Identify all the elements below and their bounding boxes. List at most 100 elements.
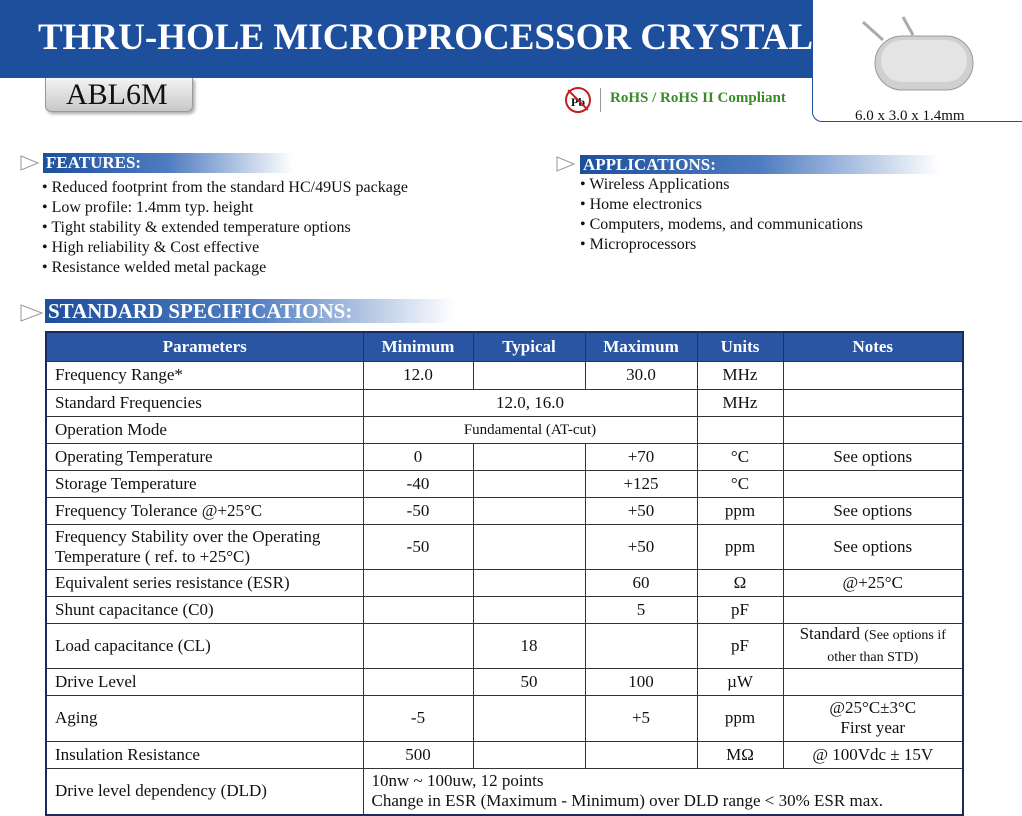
table-cell: +125 bbox=[584, 469, 698, 498]
table-cell: -40 bbox=[362, 469, 474, 498]
table-cell: 5 bbox=[584, 595, 698, 624]
table-cell bbox=[472, 595, 586, 624]
list-item: • Home electronics bbox=[580, 196, 702, 213]
table-cell bbox=[472, 360, 586, 390]
table-cell: See options bbox=[782, 523, 964, 570]
table-row: Frequency Range* 12.0 30.0 MHz bbox=[45, 360, 964, 390]
table-cell bbox=[782, 595, 964, 624]
cell-line: 10nw ~ 100uw, 12 points bbox=[371, 771, 544, 791]
table-cell bbox=[362, 667, 474, 696]
table-cell: Frequency Stability over the Operating Te… bbox=[45, 523, 364, 570]
table-row: Operation Mode Fundamental (AT-cut) bbox=[45, 415, 964, 444]
table-cell: Shunt capacitance (C0) bbox=[45, 595, 364, 624]
crystal-image bbox=[861, 16, 974, 91]
table-cell bbox=[472, 496, 586, 525]
list-item: • Computers, modems, and communications bbox=[580, 216, 863, 233]
list-item: • Low profile: 1.4mm typ. height bbox=[42, 199, 254, 216]
table-cell: 30.0 bbox=[584, 360, 698, 390]
column-header: Parameters bbox=[45, 331, 364, 362]
cell-line: Standard bbox=[799, 623, 861, 643]
table-cell: 500 bbox=[362, 740, 474, 769]
table-cell: 0 bbox=[362, 442, 474, 471]
table-row: Storage Temperature -40 +125 °C bbox=[45, 469, 964, 498]
table-cell bbox=[472, 568, 586, 597]
table-cell: -5 bbox=[362, 694, 474, 742]
applications-title: APPLICATIONS: bbox=[580, 155, 940, 174]
table-cell: +50 bbox=[584, 496, 698, 525]
cell-line: Change in ESR (Maximum - Minimum) over D… bbox=[371, 791, 884, 811]
table-cell: -50 bbox=[362, 523, 474, 570]
table-cell: 12.0 bbox=[362, 360, 474, 390]
table-cell: See options bbox=[782, 496, 964, 525]
column-header: Maximum bbox=[584, 331, 698, 362]
list-item: • Wireless Applications bbox=[580, 176, 730, 193]
table-cell: 10nw ~ 100uw, 12 points Change in ESR (Ma… bbox=[362, 767, 964, 816]
table-cell: 60 bbox=[584, 568, 698, 597]
table-cell bbox=[362, 595, 474, 624]
cell-line: @25°C±3°C bbox=[829, 698, 917, 717]
table-cell: 100 bbox=[584, 667, 698, 696]
table-cell: +70 bbox=[584, 442, 698, 471]
list-item: • High reliability & Cost effective bbox=[42, 239, 260, 256]
table-cell: Fundamental (AT-cut) bbox=[362, 415, 698, 444]
table-row: Equivalent series resistance (ESR) 60 Ω @+2… bbox=[45, 568, 964, 597]
list-item: • Tight stability & extended temperature… bbox=[42, 219, 351, 236]
applications-list: • Wireless Applications • Home electronic… bbox=[580, 175, 863, 255]
table-cell: @ 100Vdc ± 15V bbox=[782, 740, 964, 769]
table-cell: Frequency Range* bbox=[45, 360, 364, 390]
table-cell: @+25°C bbox=[782, 568, 964, 597]
table-row: Insulation Resistance 500 MΩ @ 100Vdc ± 15V bbox=[45, 740, 964, 769]
image-box bbox=[812, 0, 1022, 122]
table-cell bbox=[472, 442, 586, 471]
table-cell: MHz bbox=[696, 360, 784, 390]
table-cell: ppm bbox=[696, 523, 784, 570]
table-cell bbox=[472, 694, 586, 742]
header-row: Parameters Minimum Typical Maximum Units Note… bbox=[45, 331, 964, 362]
cell-line: (See options if other than STD) bbox=[827, 627, 946, 665]
table-cell: ppm bbox=[696, 496, 784, 525]
table-cell: @25°C±3°C First year bbox=[782, 694, 964, 742]
table-cell: Drive Level bbox=[45, 667, 364, 696]
list-item: • Reduced footprint from the standard HC… bbox=[42, 179, 408, 196]
table-cell: +50 bbox=[584, 523, 698, 570]
table-row: Load capacitance (CL) 18 pF Standard (See o… bbox=[45, 622, 964, 669]
table-row: Drive Level 50 100 µW bbox=[45, 667, 964, 696]
table-row: Frequency Tolerance @+25°C -50 +50 ppm See o… bbox=[45, 496, 964, 525]
table-cell bbox=[782, 388, 964, 417]
table-cell: Standard (See options if other than STD) bbox=[782, 622, 964, 669]
pb-free-icon: Pb bbox=[565, 87, 591, 113]
table-cell: Load capacitance (CL) bbox=[45, 622, 364, 669]
table-cell: MHz bbox=[696, 388, 784, 417]
cell-line: Frequency Stability over the Operating bbox=[55, 526, 321, 546]
table-cell: Aging bbox=[45, 694, 364, 742]
table-row: Aging -5 +5 ppm @25°C±3°C First year bbox=[45, 694, 964, 742]
table-cell: -50 bbox=[362, 496, 474, 525]
table-cell: +5 bbox=[584, 694, 698, 742]
table-cell: Operation Mode bbox=[45, 415, 364, 444]
table-cell: Frequency Tolerance @+25°C bbox=[45, 496, 364, 525]
column-header: Typical bbox=[472, 331, 586, 362]
arrow bbox=[20, 304, 44, 322]
header-banner bbox=[0, 0, 812, 78]
compliance: RoHS / RoHS II Compliant bbox=[610, 90, 786, 106]
column-header: Notes bbox=[782, 331, 964, 362]
cell-line: Temperature ( ref. to +25°C) bbox=[55, 546, 251, 566]
title: THRU-HOLE MICROPROCESSOR CRYSTAL bbox=[38, 17, 814, 58]
table-cell: 12.0, 16.0 bbox=[362, 388, 698, 417]
table-cell bbox=[472, 523, 586, 570]
column-header: Minimum bbox=[362, 331, 474, 362]
model-badge: ABL6M bbox=[45, 78, 193, 112]
table-cell: ppm bbox=[696, 694, 784, 742]
separator bbox=[600, 88, 601, 112]
specifications-title: STANDARD SPECIFICATIONS: bbox=[45, 299, 455, 323]
table-row: Drive level dependency (DLD) 10nw ~ 100uw… bbox=[45, 767, 964, 816]
table-cell: Ω bbox=[696, 568, 784, 597]
table-row: Frequency Stability over the Operating Te… bbox=[45, 523, 964, 570]
features-list: • Reduced footprint from the standard HC… bbox=[42, 178, 408, 278]
table-cell: Storage Temperature bbox=[45, 469, 364, 498]
table-cell: °C bbox=[696, 442, 784, 471]
table-row: Standard Frequencies 12.0, 16.0 MHz bbox=[45, 388, 964, 417]
table-cell: µW bbox=[696, 667, 784, 696]
table-cell bbox=[782, 415, 964, 444]
